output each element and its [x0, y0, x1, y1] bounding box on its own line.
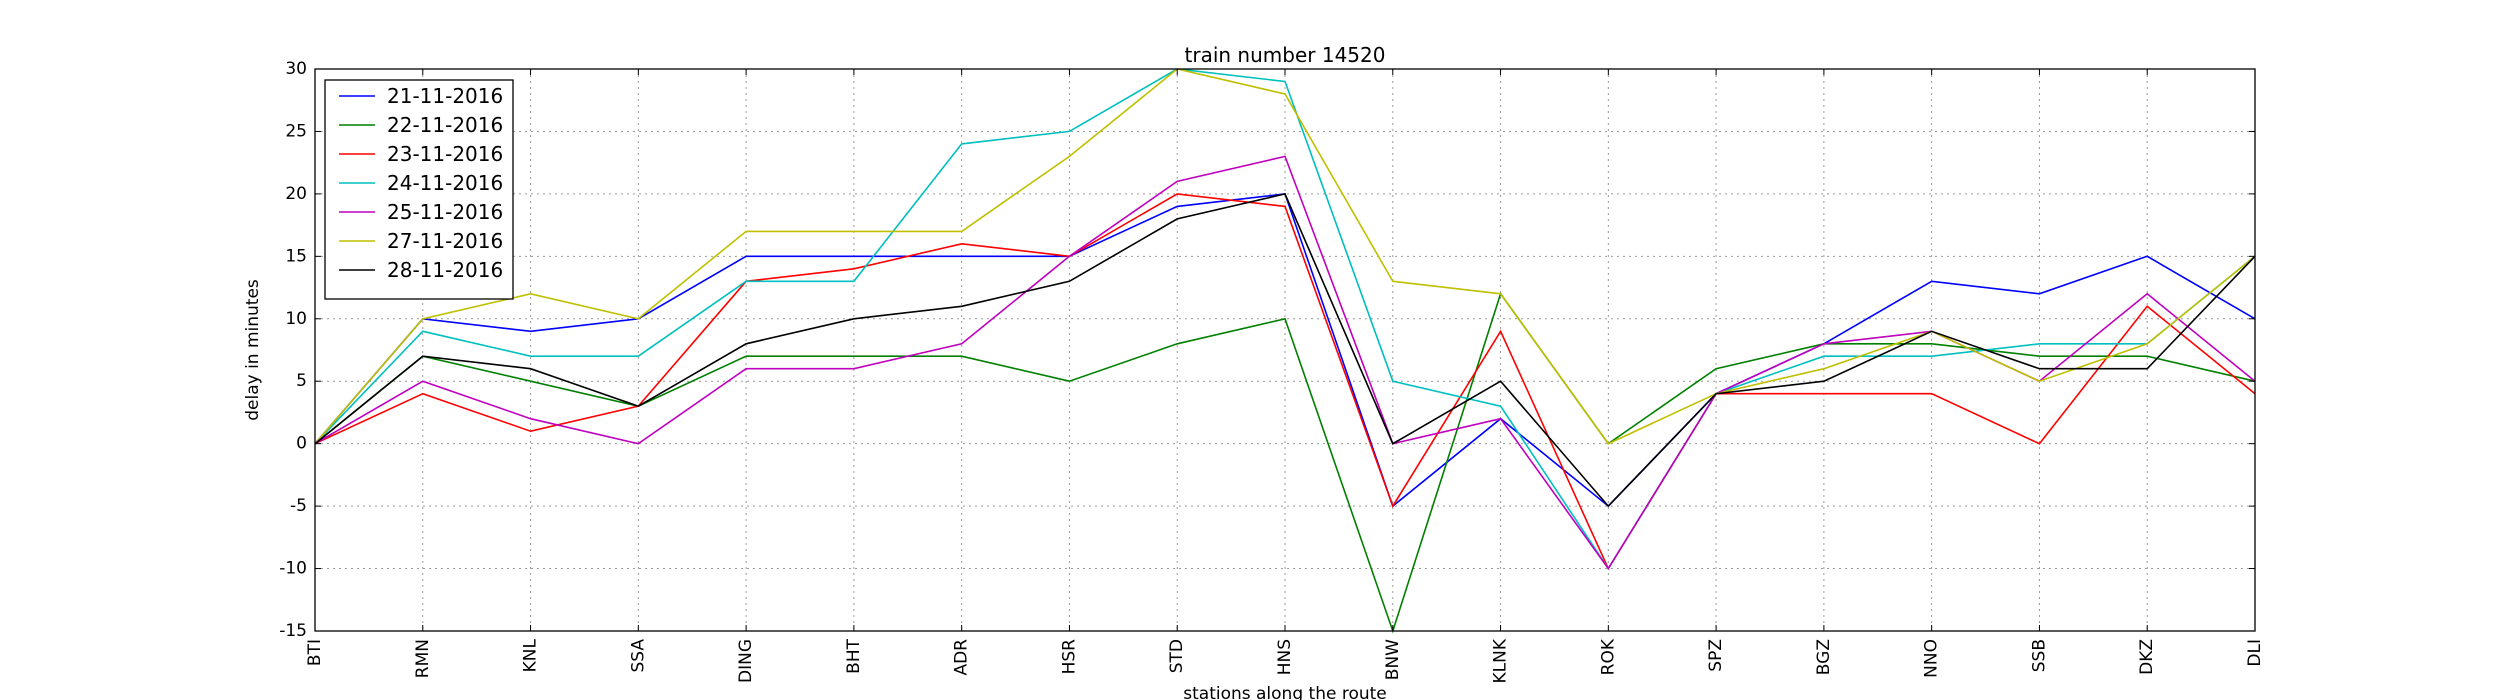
x-tick-label: ADR: [952, 639, 972, 676]
x-tick-label: HNS: [1275, 639, 1295, 675]
y-tick-label: -5: [290, 496, 307, 516]
x-tick-label: STD: [1167, 639, 1187, 673]
legend-label: 27-11-2016: [387, 229, 503, 253]
series-line-24-11-2016: [314, 68, 2256, 571]
legend-label: 24-11-2016: [387, 171, 503, 195]
x-tick-label: SSB: [2029, 639, 2049, 672]
x-axis-label: stations along the route: [1183, 684, 1387, 700]
series-layer: [314, 68, 2256, 634]
x-tick-label: BNW: [1383, 639, 1403, 680]
chart-title: train number 14520: [1185, 43, 1386, 67]
legend-label: 28-11-2016: [387, 258, 503, 282]
y-tick-label: 30: [285, 59, 307, 79]
x-tick-label: BHT: [844, 638, 864, 673]
legend-label: 22-11-2016: [387, 113, 503, 137]
series-line-25-11-2016: [314, 155, 2256, 571]
x-tick-label: KNL: [521, 638, 541, 672]
y-tick-label: 20: [285, 184, 307, 204]
y-tick-label: 25: [285, 121, 307, 141]
x-tick-label: SSA: [628, 639, 648, 673]
legend-label: 25-11-2016: [387, 200, 503, 224]
y-tick-label: -10: [279, 559, 307, 579]
x-tick-label: RMN: [413, 639, 433, 678]
legend-label: 21-11-2016: [387, 84, 503, 108]
x-tick-label: BTI: [305, 639, 325, 666]
legend: 21-11-2016 22-11-2016 23-11-2016 24-11-2016…: [324, 79, 514, 300]
legend-label: 23-11-2016: [387, 142, 503, 166]
series-line-28-11-2016: [314, 192, 2256, 508]
x-tick-label: DING: [736, 639, 756, 683]
tick-layer: BTI RMN KNL SSA DING BHT ADR HSR STD HNS BNW KLNK RO…: [279, 59, 2265, 683]
x-tick-label: HSR: [1059, 639, 1079, 675]
x-tick-label: ROK: [1598, 638, 1618, 675]
legend-box: [324, 79, 514, 300]
y-axis-label: delay in minutes: [243, 279, 263, 421]
x-tick-label: DKZ: [2137, 639, 2157, 675]
grid-layer: [315, 69, 2255, 631]
x-tick-label: BGZ: [1814, 639, 1834, 675]
y-tick-label: 10: [285, 309, 307, 329]
x-tick-label: NNO: [1922, 639, 1942, 678]
y-tick-label: 5: [296, 371, 307, 391]
x-tick-label: DLI: [2245, 639, 2265, 667]
y-tick-label: -15: [279, 621, 307, 641]
x-tick-label: KLNK: [1491, 638, 1511, 683]
y-tick-label: 15: [285, 246, 307, 266]
y-tick-label: 0: [296, 434, 307, 454]
x-tick-label: SPZ: [1706, 639, 1726, 672]
